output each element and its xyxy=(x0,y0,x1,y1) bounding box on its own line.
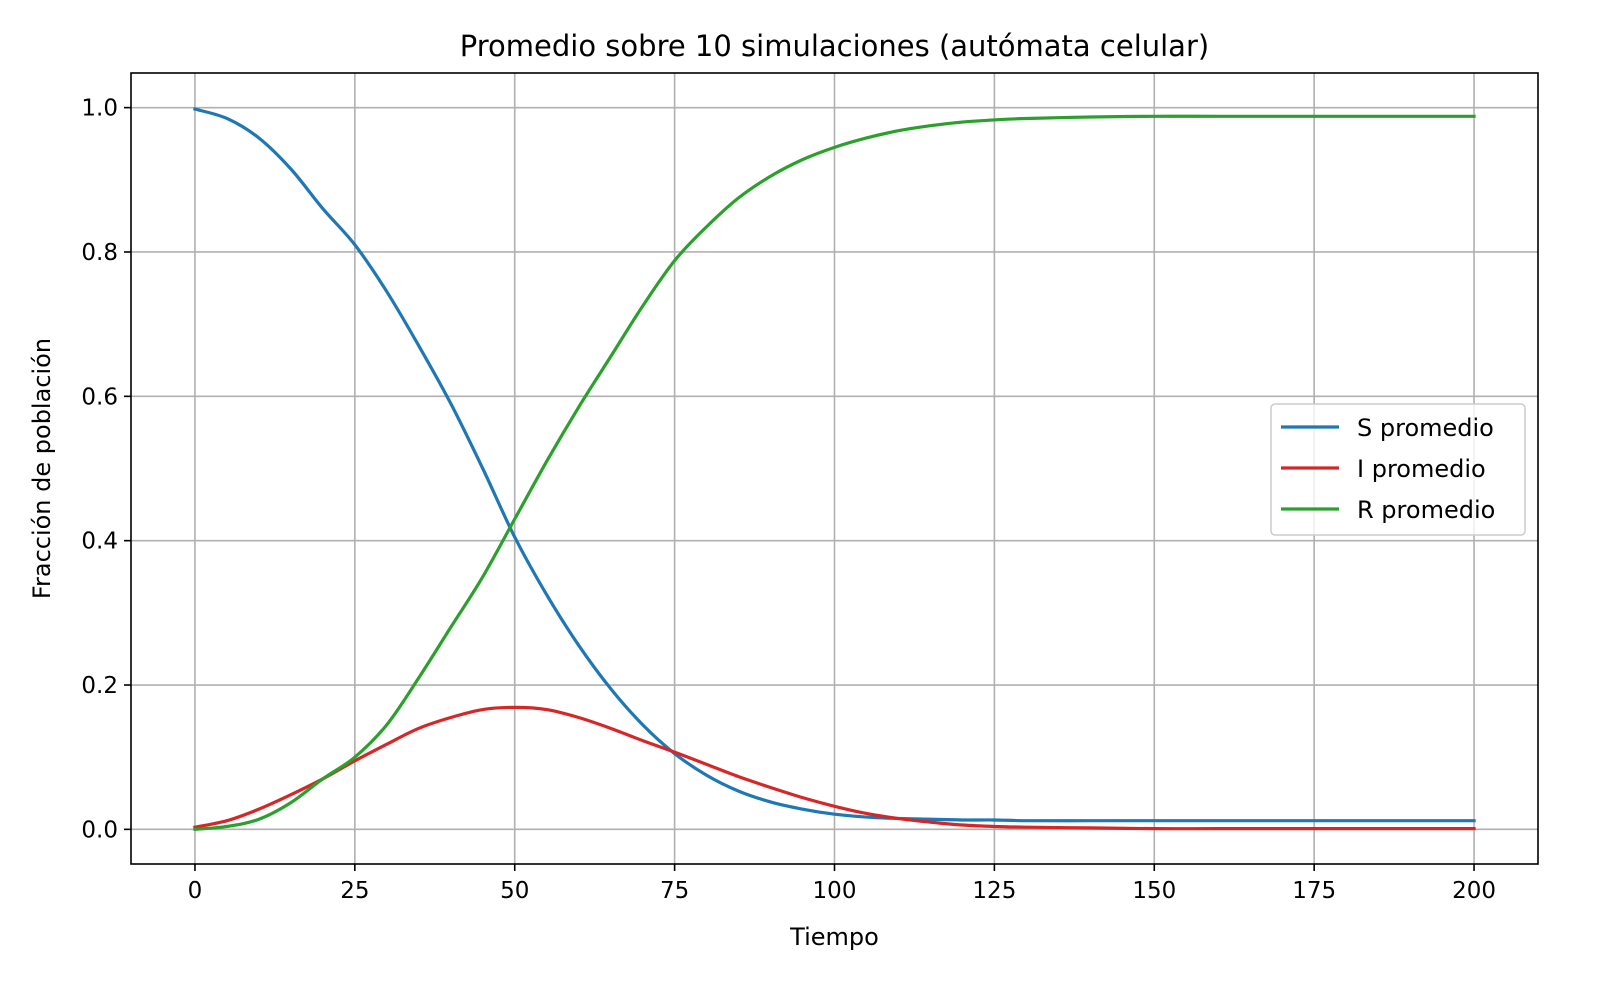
series-line-s-promedio xyxy=(192,107,1476,823)
y-tick-label: 0.0 xyxy=(81,817,118,843)
legend-label-r-promedio: R promedio xyxy=(1357,496,1495,524)
x-axis-title: Tiempo xyxy=(789,923,879,951)
x-tick-label: 0 xyxy=(188,878,203,904)
x-tick-label: 150 xyxy=(1132,878,1176,904)
y-tick-label: 0.4 xyxy=(81,529,118,555)
y-tick-label: 0.8 xyxy=(81,240,118,266)
legend-label-i-promedio: I promedio xyxy=(1357,455,1486,483)
legend: S promedio I promedio R promedio xyxy=(1270,403,1526,536)
chart-title: Promedio sobre 10 simulaciones (autómata… xyxy=(460,29,1209,63)
y-tick-label: 0.2 xyxy=(81,673,118,699)
y-tick-label: 1.0 xyxy=(81,96,118,122)
y-tick-label: 0.6 xyxy=(81,384,118,410)
series-lines xyxy=(192,107,1476,832)
x-tick-label: 175 xyxy=(1292,878,1336,904)
y-axis-title: Fracción de población xyxy=(28,338,56,599)
x-tick-label: 25 xyxy=(340,878,369,904)
legend-box xyxy=(1270,403,1526,536)
x-tick-label: 75 xyxy=(660,878,689,904)
series-line-r-promedio xyxy=(193,114,1476,832)
series-line-i-promedio xyxy=(193,705,1476,831)
legend-label-s-promedio: S promedio xyxy=(1357,414,1494,442)
x-tick-label: 200 xyxy=(1452,878,1496,904)
axis-ticks: 0 25 50 75 100 125 150 175 200 0.0 0.2 0.4 0.6 0.8 1.0 xyxy=(81,96,1496,904)
x-tick-label: 100 xyxy=(813,878,857,904)
x-tick-label: 125 xyxy=(972,878,1016,904)
x-tick-label: 50 xyxy=(500,878,529,904)
